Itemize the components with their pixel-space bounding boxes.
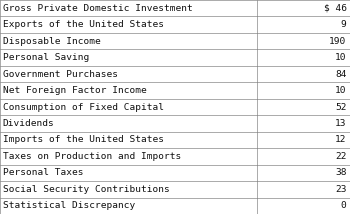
Text: 10: 10 xyxy=(335,53,346,62)
Text: 0: 0 xyxy=(341,201,346,210)
Text: 190: 190 xyxy=(329,37,346,46)
Text: Dividends: Dividends xyxy=(3,119,55,128)
Text: Exports of the United States: Exports of the United States xyxy=(3,20,164,29)
Text: Statistical Discrepancy: Statistical Discrepancy xyxy=(3,201,135,210)
Text: 10: 10 xyxy=(335,86,346,95)
Text: $ 46: $ 46 xyxy=(323,4,346,13)
Text: Gross Private Domestic Investment: Gross Private Domestic Investment xyxy=(3,4,193,13)
Text: Consumption of Fixed Capital: Consumption of Fixed Capital xyxy=(3,103,164,111)
Text: Net Foreign Factor Income: Net Foreign Factor Income xyxy=(3,86,147,95)
Text: 23: 23 xyxy=(335,185,346,194)
Text: Government Purchases: Government Purchases xyxy=(3,70,118,79)
Text: 13: 13 xyxy=(335,119,346,128)
Text: 22: 22 xyxy=(335,152,346,161)
Text: 38: 38 xyxy=(335,168,346,177)
Text: 12: 12 xyxy=(335,135,346,144)
Text: Taxes on Production and Imports: Taxes on Production and Imports xyxy=(3,152,181,161)
Text: Disposable Income: Disposable Income xyxy=(3,37,100,46)
Text: Social Security Contributions: Social Security Contributions xyxy=(3,185,169,194)
Text: Imports of the United States: Imports of the United States xyxy=(3,135,164,144)
Text: 84: 84 xyxy=(335,70,346,79)
Text: Personal Taxes: Personal Taxes xyxy=(3,168,83,177)
Text: 52: 52 xyxy=(335,103,346,111)
Text: 9: 9 xyxy=(341,20,346,29)
Text: Personal Saving: Personal Saving xyxy=(3,53,89,62)
